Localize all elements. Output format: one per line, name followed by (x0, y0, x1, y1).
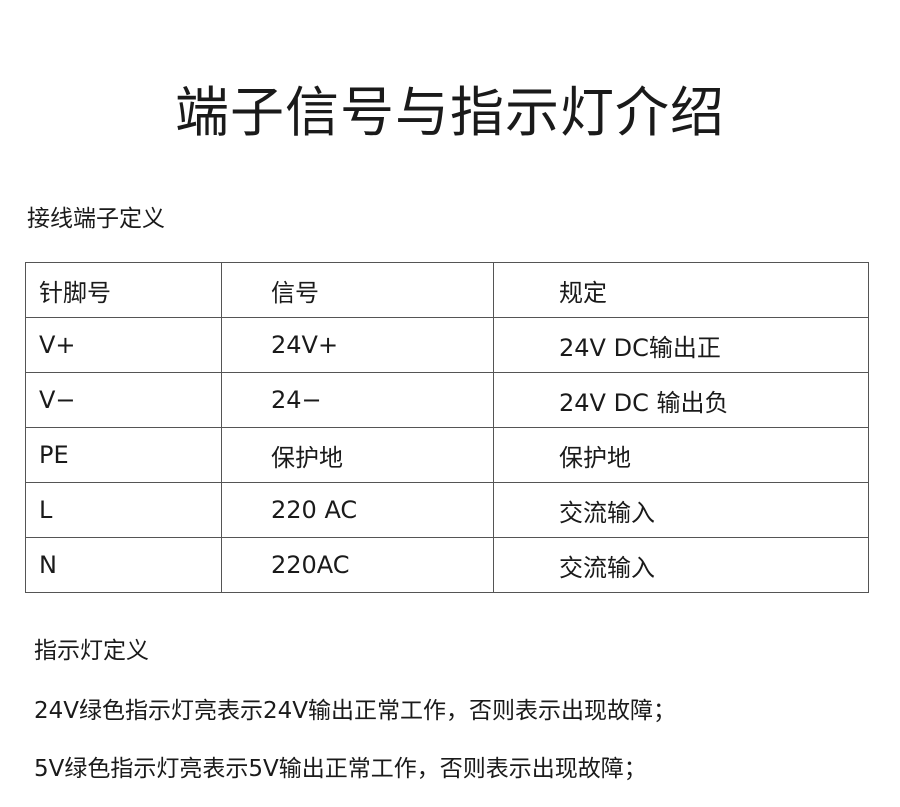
table-row: PE 保护地 保护地 (25, 427, 869, 483)
table-cell: 保护地 (221, 427, 494, 483)
table-cell: 24V DC输出正 (493, 317, 869, 373)
table-cell: PE (25, 427, 222, 483)
table-row: N 220AC 交流输入 (25, 537, 869, 593)
table-cell: 交流输入 (493, 482, 869, 538)
table-row: V+ 24V+ 24V DC输出正 (25, 317, 869, 373)
page-title: 端子信号与指示灯介绍 (175, 81, 725, 144)
table-cell: L (25, 482, 222, 538)
table-cell: 220AC (221, 537, 494, 593)
column-header: 规定 (493, 262, 869, 318)
table-row: L 220 AC 交流输入 (25, 482, 869, 538)
table-cell: 交流输入 (493, 537, 869, 593)
column-header: 信号 (221, 262, 494, 318)
table-cell: 保护地 (493, 427, 869, 483)
table-cell: 220 AC (221, 482, 494, 538)
table-cell: V+ (25, 317, 222, 373)
table-cell: N (25, 537, 222, 593)
table-cell: 24− (221, 372, 494, 428)
terminal-table: 针脚号 信号 规定 V+ 24V+ 24V DC输出正 V− 24− 24V D… (25, 262, 869, 593)
table-header-row: 针脚号 信号 规定 (25, 262, 869, 318)
indicator-section-heading: 指示灯定义 (34, 638, 149, 664)
table-cell: V− (25, 372, 222, 428)
column-header: 针脚号 (25, 262, 222, 318)
terminal-section-heading: 接线端子定义 (27, 206, 165, 232)
table-cell: 24V+ (221, 317, 494, 373)
indicator-line-5v: 5V绿色指示灯亮表示5V输出正常工作，否则表示出现故障； (34, 756, 647, 782)
table-cell: 24V DC 输出负 (493, 372, 869, 428)
indicator-line-24v: 24V绿色指示灯亮表示24V输出正常工作，否则表示出现故障； (34, 698, 677, 724)
table-row: V− 24− 24V DC 输出负 (25, 372, 869, 428)
